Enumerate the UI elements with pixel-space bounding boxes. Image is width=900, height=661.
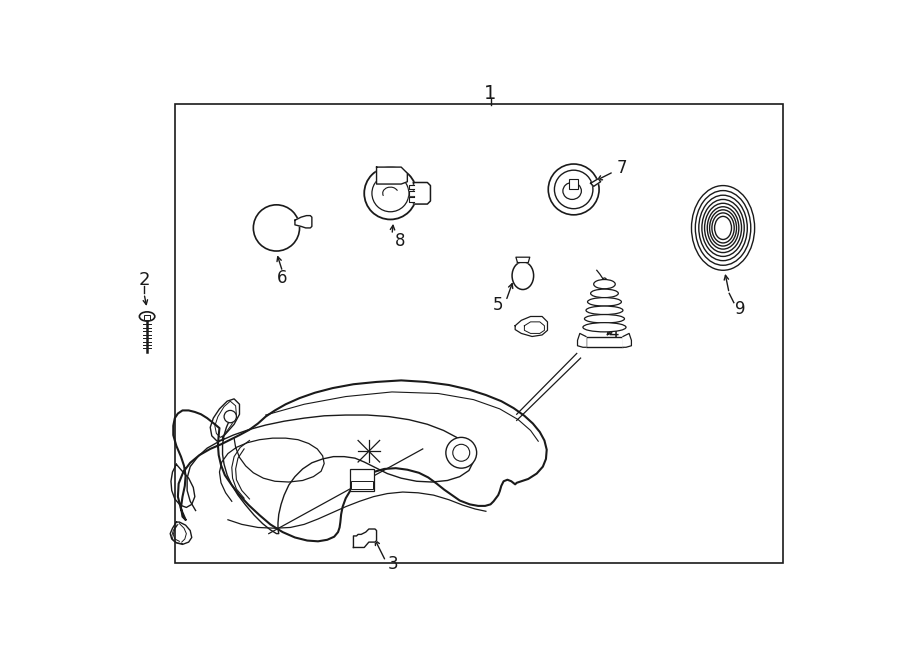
Circle shape [453,444,470,461]
Ellipse shape [512,262,534,290]
Polygon shape [590,178,600,186]
Circle shape [554,170,593,209]
Ellipse shape [584,315,625,323]
Polygon shape [409,191,413,196]
Polygon shape [295,215,312,228]
Circle shape [548,164,599,215]
Ellipse shape [583,323,626,332]
Bar [144,315,150,319]
Text: 7: 7 [616,159,626,177]
Text: 4: 4 [608,325,619,342]
Circle shape [372,175,409,212]
Polygon shape [409,185,413,190]
Bar [586,336,623,347]
Ellipse shape [562,182,581,200]
Polygon shape [413,182,430,204]
Text: 5: 5 [493,296,503,314]
Ellipse shape [590,289,618,297]
Polygon shape [623,333,632,347]
Text: 3: 3 [388,555,399,574]
Bar [351,481,373,489]
Ellipse shape [140,312,155,321]
Text: 8: 8 [394,232,405,250]
Text: 6: 6 [277,269,288,287]
Bar [349,469,374,490]
Polygon shape [376,167,408,184]
Polygon shape [409,197,413,202]
Ellipse shape [602,278,607,284]
Text: 1: 1 [484,84,497,102]
Circle shape [254,205,300,251]
Polygon shape [578,333,586,347]
Ellipse shape [594,280,616,289]
Ellipse shape [586,306,623,315]
Bar [569,179,579,188]
Text: 2: 2 [139,270,149,288]
Text: 9: 9 [734,300,745,318]
Ellipse shape [588,297,621,306]
Bar [175,104,783,563]
Circle shape [224,410,237,423]
Polygon shape [516,257,530,262]
Circle shape [364,167,417,219]
Polygon shape [354,529,376,547]
Circle shape [446,438,477,468]
